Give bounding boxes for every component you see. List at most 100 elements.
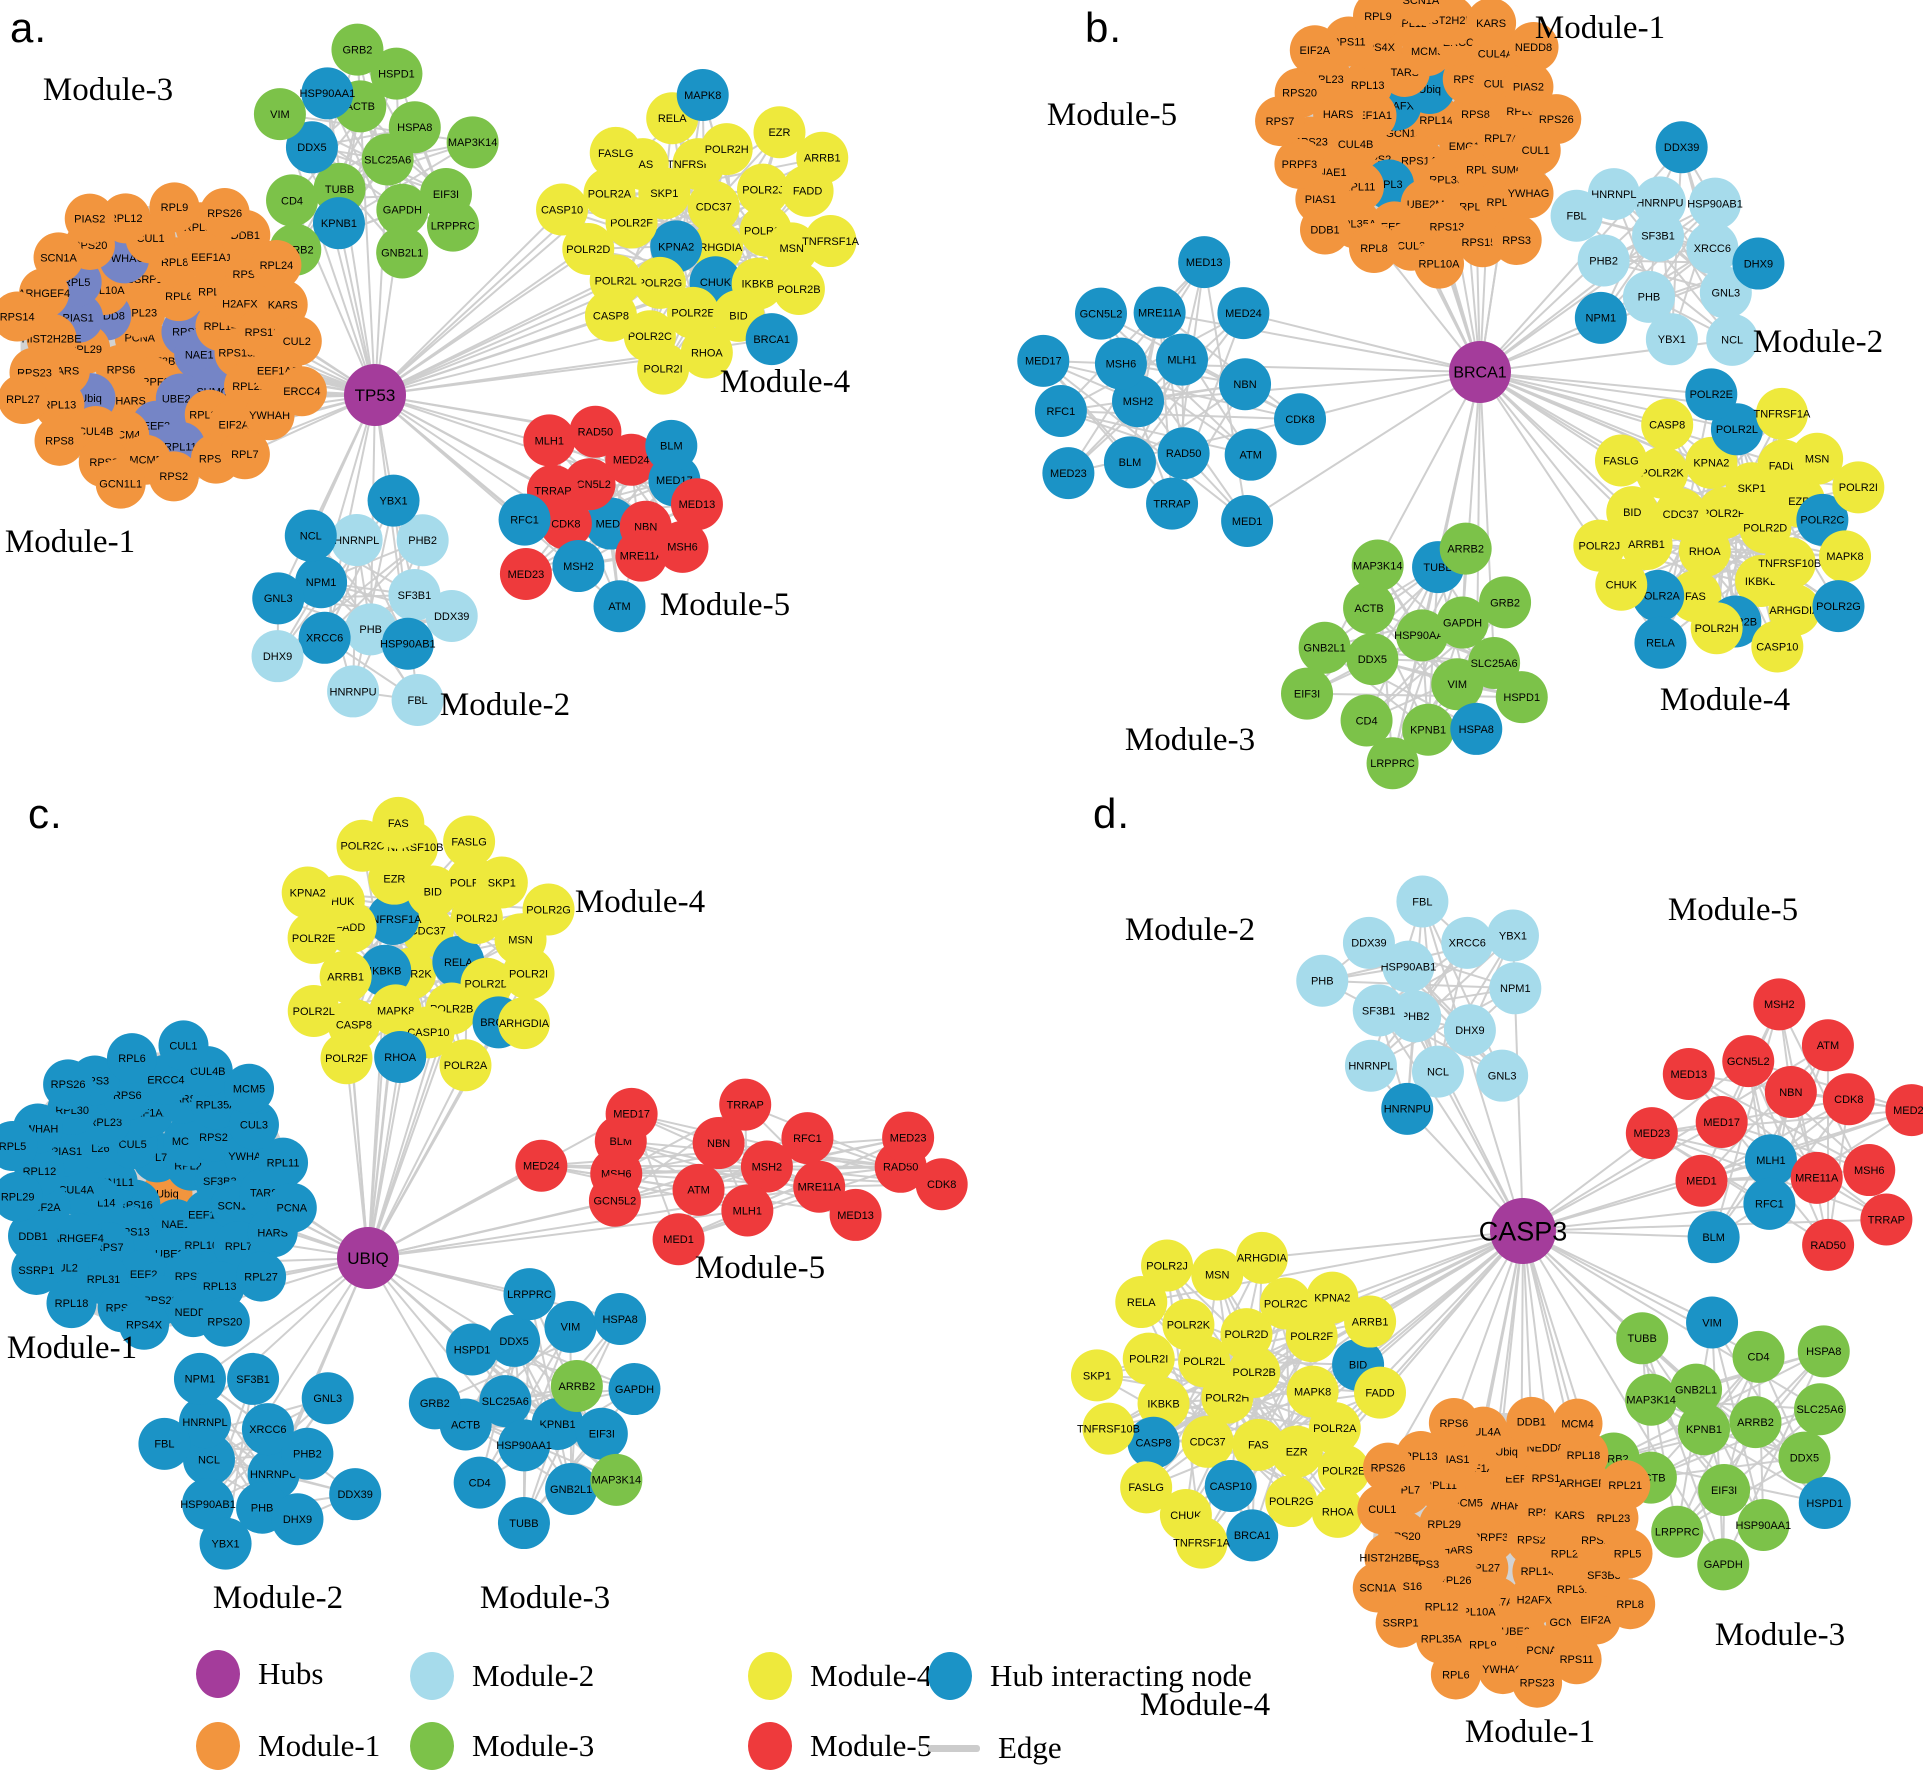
- network-node: FBL: [1550, 189, 1603, 242]
- network-node: POLR2K: [1636, 446, 1689, 499]
- node-label: GRB2: [420, 1398, 450, 1410]
- hub-interacting-node-swatch: [928, 1652, 972, 1700]
- network-node: LRPPRC: [1651, 1505, 1704, 1558]
- network-node: ARRB1: [796, 131, 849, 184]
- node-label: DDX5: [297, 142, 326, 154]
- network-node: FADD: [1354, 1366, 1407, 1419]
- network-node: GNB2L1: [1298, 621, 1351, 674]
- network-node: MED23: [1625, 1107, 1678, 1160]
- network-node: DDX5: [285, 121, 338, 174]
- node-label: RPL5: [0, 1141, 26, 1153]
- node-label: MRE11A: [1138, 307, 1182, 319]
- node-label: RFC1: [793, 1133, 822, 1145]
- network-node: MAPK8: [676, 69, 729, 122]
- network-node: RPL5: [1602, 1528, 1653, 1579]
- network-node: RHOA: [680, 326, 733, 379]
- node-label: MSH2: [752, 1161, 783, 1173]
- network-node: ARHGDIA: [498, 997, 551, 1050]
- network-node: HSPA8: [1797, 1325, 1850, 1378]
- module-title: Module-4: [1660, 682, 1790, 718]
- network-node: PIAS2: [64, 193, 115, 244]
- network-node: FAS: [372, 796, 425, 849]
- network-node: RELA: [1115, 1276, 1168, 1329]
- network-node: DDX5: [1778, 1431, 1831, 1484]
- node-label: ACTB: [1354, 603, 1383, 615]
- node-label: POLR2L: [1716, 424, 1758, 436]
- network-node: GNL3: [1476, 1049, 1529, 1102]
- node-label: VIM: [270, 109, 290, 121]
- node-label: GCN5L2: [1727, 1056, 1770, 1068]
- node-label: GCN5L2: [568, 479, 611, 491]
- node-label: FASLG: [1128, 1482, 1163, 1494]
- node-label: HSP90AB1: [1381, 961, 1437, 973]
- node-label: DDX5: [1358, 654, 1387, 666]
- network-node: RPL6: [1430, 1649, 1481, 1700]
- network-node: MLH1: [523, 414, 576, 467]
- node-label: MED24: [1893, 1105, 1923, 1117]
- network-node: HSP90AB1: [1381, 940, 1437, 993]
- network-node: KPNA2: [281, 866, 334, 919]
- network-node: RPL10A: [1414, 238, 1465, 289]
- node-label: HSP90AB1: [1687, 198, 1743, 210]
- node-label: POLR2C: [628, 331, 672, 343]
- module-title: Module-2: [440, 687, 570, 723]
- node-label: NPM1: [306, 577, 337, 589]
- node-label: POLR2E: [292, 933, 335, 945]
- node-label: POLR2K: [1167, 1320, 1211, 1332]
- module-title: Module-5: [660, 587, 790, 623]
- module-4-swatch: [748, 1652, 792, 1700]
- network-node: YBX1: [199, 1517, 252, 1570]
- node-label: RELA: [444, 957, 473, 969]
- network-node: NBN: [1219, 358, 1272, 411]
- network-node: RHOA: [374, 1031, 427, 1084]
- node-label: RPL6: [1442, 1669, 1470, 1681]
- node-label: CDC37: [696, 202, 732, 214]
- network-node: ATM: [1801, 1019, 1854, 1072]
- network-node: MRE11A: [1790, 1151, 1843, 1204]
- node-label: POLR2I: [1839, 482, 1878, 494]
- node-label: CD4: [1356, 715, 1378, 727]
- node-label: POLR2I: [1129, 1354, 1168, 1366]
- node-label: NEDD8: [1515, 42, 1552, 54]
- network-node: ARRB1: [319, 950, 372, 1003]
- node-label: DDX39: [1664, 142, 1699, 154]
- node-label: HSPA8: [1459, 724, 1494, 736]
- network-node: NBN: [692, 1117, 745, 1170]
- network-node: ATM: [593, 580, 646, 633]
- node-label: BLM: [1702, 1232, 1725, 1244]
- network-node: TNFRSF1A: [365, 892, 422, 945]
- network-node: MED1: [652, 1213, 705, 1266]
- node-label: MSN: [1805, 454, 1830, 466]
- network-node: TNFRSF1A: [802, 215, 860, 268]
- network-node: GNL3: [252, 572, 305, 625]
- network-node: NPM1: [1574, 291, 1627, 344]
- network-node: RPS6: [1428, 1397, 1479, 1448]
- network-node: MED17: [1017, 334, 1070, 387]
- node-label: SF3B1: [398, 590, 432, 602]
- node-label: POLR2J: [742, 184, 784, 196]
- network-node: RFC1: [1034, 384, 1087, 437]
- network-node: RPS4X: [119, 1299, 170, 1350]
- network-node: POLR2C: [1259, 1277, 1312, 1330]
- network-node: POLR2E: [1317, 1444, 1370, 1497]
- node-label: RPL29: [1427, 1519, 1461, 1531]
- node-label: GNL3: [313, 1393, 342, 1405]
- network-node: CD4: [1340, 694, 1393, 747]
- network-node: MLH1: [1744, 1134, 1797, 1187]
- network-node: ARRB2: [1439, 522, 1492, 575]
- node-label: RPL7: [225, 1241, 253, 1253]
- network-node: PHB: [1622, 270, 1675, 323]
- legend-item-module-2: Module-2: [410, 1652, 594, 1700]
- node-label: MCM5: [1411, 46, 1443, 58]
- network-node: MSN: [1791, 432, 1844, 485]
- node-label: RPS14: [1532, 1473, 1567, 1485]
- node-label: DDB1: [1310, 224, 1339, 236]
- network-node: POLR2I: [637, 342, 690, 395]
- network-node: MSH2: [1753, 978, 1806, 1031]
- network-node: CASP8: [1127, 1416, 1180, 1469]
- node-label: ATM: [1817, 1040, 1839, 1052]
- node-label: HIST2H2BE: [1359, 1552, 1419, 1564]
- node-label: CUL4B: [1338, 139, 1373, 151]
- node-label: PIAS2: [74, 213, 105, 225]
- node-label: CUL3: [240, 1120, 268, 1132]
